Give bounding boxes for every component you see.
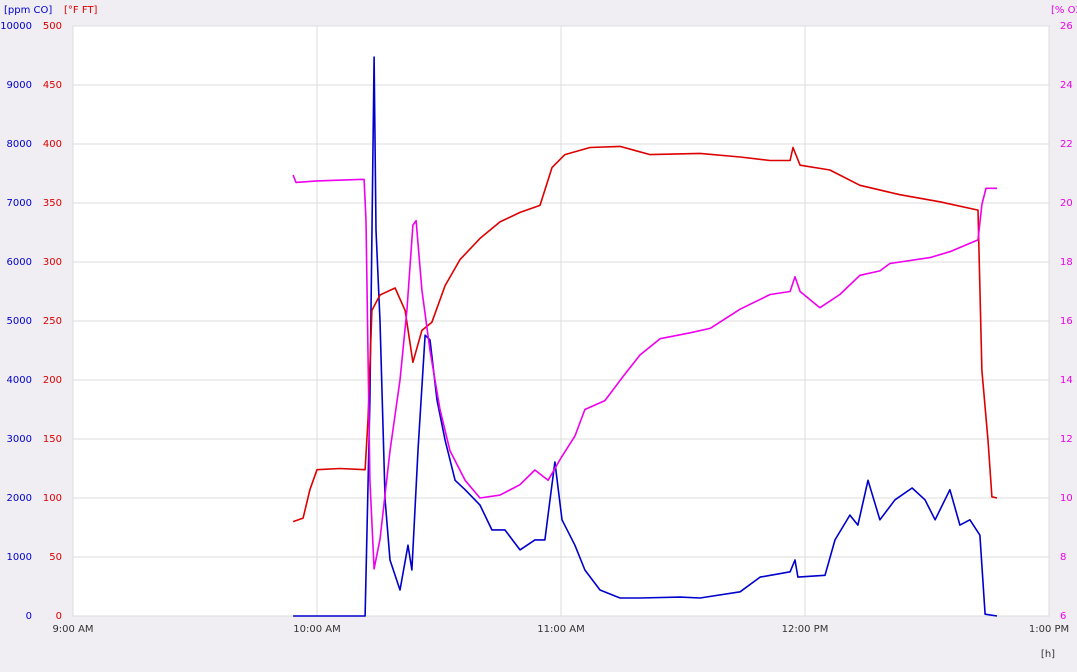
y-tick-label: 0: [26, 611, 32, 622]
y-tick-label: 6000: [7, 257, 32, 268]
x-tick-label: 9:00 AM: [52, 624, 93, 635]
y2-tick-label: 250: [43, 316, 62, 327]
series-line: [293, 56, 998, 617]
x-tick-label: 12:00 PM: [782, 624, 829, 635]
y2-tick-label: 300: [43, 257, 62, 268]
y2-tick-label: 200: [43, 375, 62, 386]
y3-tick-label: 14: [1060, 375, 1073, 386]
y2-tick-label: 400: [43, 139, 62, 150]
y2-tick-label: 450: [43, 80, 62, 91]
y3-tick-label: 10: [1060, 493, 1073, 504]
series-line: [292, 145, 998, 523]
y-tick-label: 10000: [0, 21, 32, 32]
y-tick-label: 4000: [7, 375, 32, 386]
y2-tick-label: 350: [43, 198, 62, 209]
y3-tick-label: 16: [1060, 316, 1073, 327]
y3-tick-label: 6: [1060, 611, 1066, 622]
y-tick-label: 9000: [7, 80, 32, 91]
y-tick-label: 2000: [7, 493, 32, 504]
y3-tick-label: 20: [1060, 198, 1073, 209]
y2-tick-label: 50: [49, 552, 62, 563]
y3-tick-label: 8: [1060, 552, 1066, 563]
x-tick-label: 11:00 AM: [537, 624, 584, 635]
series-line: [292, 174, 997, 570]
y-tick-label: 3000: [7, 434, 32, 445]
y-tick-label: 7000: [7, 198, 32, 209]
x-tick-label: 10:00 AM: [293, 624, 340, 635]
y2-tick-label: 150: [43, 434, 62, 445]
axis-label: [ppm CO]: [4, 5, 52, 16]
x-tick-label: 1:00 PM: [1029, 624, 1069, 635]
y3-tick-label: 26: [1060, 21, 1073, 32]
y2-tick-label: 500: [43, 21, 62, 32]
y3-tick-label: 12: [1060, 434, 1073, 445]
y3-tick-label: 22: [1060, 139, 1073, 150]
y2-tick-label: 100: [43, 493, 62, 504]
axis-label: [% O2]: [1051, 5, 1077, 16]
y3-tick-label: 18: [1060, 257, 1073, 268]
y3-tick-label: 24: [1060, 80, 1073, 91]
y-tick-label: 1000: [7, 552, 32, 563]
axis-label: [°F FT]: [64, 5, 98, 16]
y2-tick-label: 0: [56, 611, 62, 622]
y-tick-label: 8000: [7, 139, 32, 150]
y-tick-label: 5000: [7, 316, 32, 327]
x-axis-label: [h]: [1041, 649, 1055, 660]
